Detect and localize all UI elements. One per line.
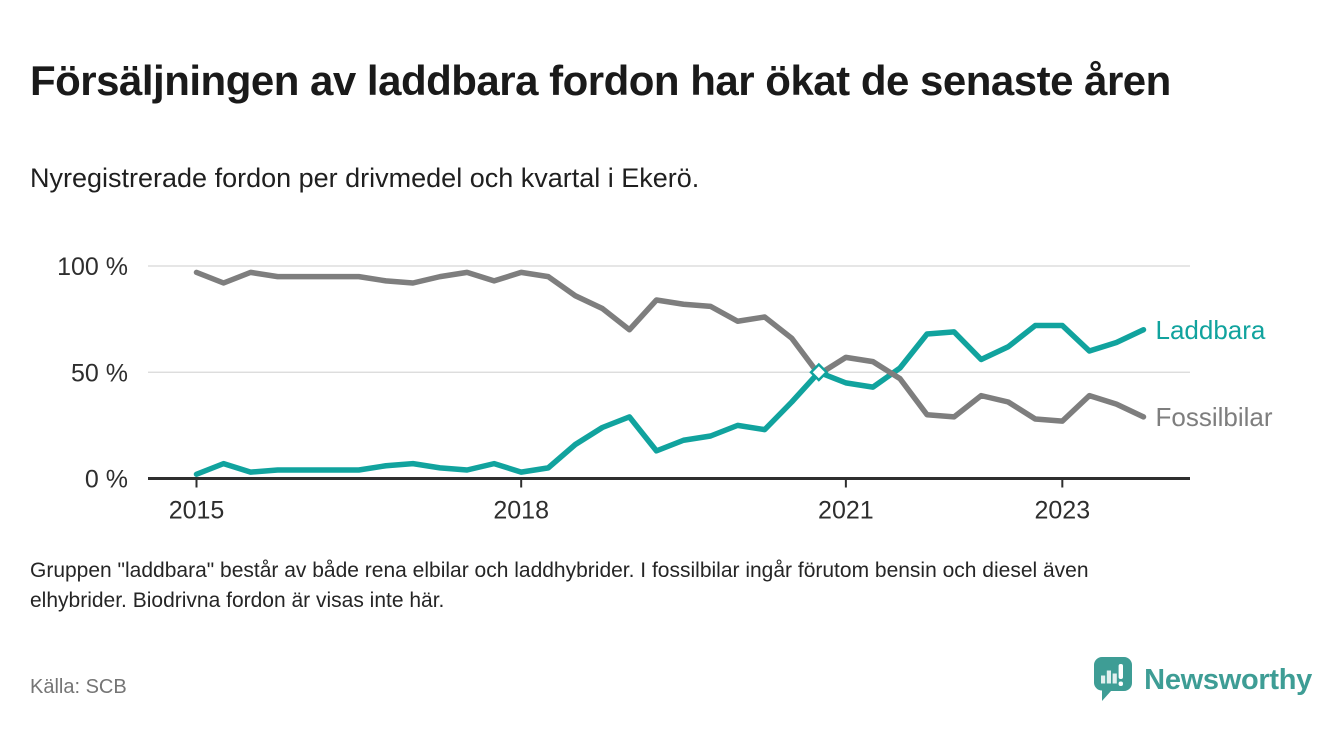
crossover-marker bbox=[809, 362, 829, 382]
legend-laddbara-label: Laddbara bbox=[1155, 315, 1265, 345]
y-tick-label-50: 50 % bbox=[71, 359, 128, 387]
series-line-laddbara bbox=[193, 322, 1147, 477]
footnote-line-2: elhybrider. Biodrivna fordon är visas in… bbox=[30, 589, 445, 613]
newsworthy-logo-icon bbox=[1094, 657, 1133, 701]
newsworthy-logo: Newsworthy bbox=[1093, 656, 1312, 704]
page-title: Försäljningen av laddbara fordon har öka… bbox=[30, 57, 1171, 105]
footnote: Gruppen "laddbara" består av både rena e… bbox=[30, 556, 1320, 617]
y-tick-label-100: 100 % bbox=[57, 253, 128, 281]
footnote-line-1: Gruppen "laddbara" består av både rena e… bbox=[30, 559, 1089, 582]
chart-svg: 100 % 50 % 0 % 2015 2018 2021 2023 Laddb… bbox=[57, 253, 1273, 525]
y-tick-label-0: 0 % bbox=[85, 466, 128, 494]
x-tick-label-2023: 2023 bbox=[1035, 497, 1091, 525]
source-label: Källa: SCB bbox=[30, 676, 127, 698]
x-tick-label-2021: 2021 bbox=[818, 497, 874, 525]
chart-bars-icon bbox=[1101, 670, 1117, 684]
legend-fossilbilar-label: Fossilbilar bbox=[1155, 402, 1272, 432]
x-tick-label-2015: 2015 bbox=[169, 497, 225, 525]
newsworthy-wordmark: Newsworthy bbox=[1144, 663, 1312, 696]
series-line-fossilbilar bbox=[193, 269, 1147, 424]
x-tick-label-2018: 2018 bbox=[493, 497, 549, 525]
chart-subtitle: Nyregistrerade fordon per drivmedel och … bbox=[30, 163, 700, 193]
exclamation-icon bbox=[1118, 664, 1124, 686]
